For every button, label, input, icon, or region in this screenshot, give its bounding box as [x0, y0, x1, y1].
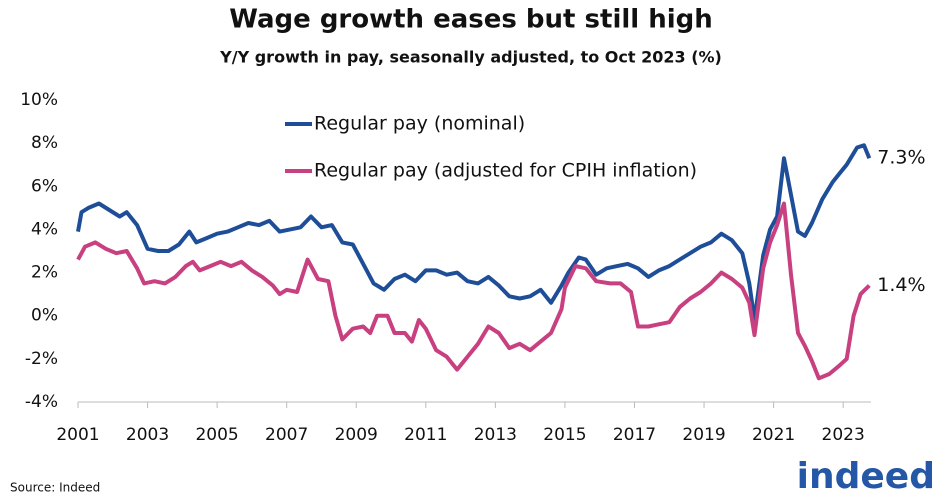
y-tick-label: -2% [25, 349, 58, 369]
x-tick-label: 2023 [822, 425, 865, 445]
x-tick-label: 2005 [195, 425, 238, 445]
x-tick-label: 2013 [474, 425, 517, 445]
y-tick-label: 0% [31, 306, 58, 326]
chart-subtitle: Y/Y growth in pay, seasonally adjusted, … [219, 48, 722, 67]
x-tick-label: 2001 [56, 425, 99, 445]
x-tick-label: 2015 [543, 425, 586, 445]
series-line [76, 143, 872, 322]
logo: indeed [797, 456, 935, 497]
end-label: 7.3% [877, 147, 925, 169]
x-tick-label: 2007 [265, 425, 308, 445]
x-tick-label: 2021 [752, 425, 795, 445]
x-tick-label: 2017 [613, 425, 656, 445]
end-label: 1.4% [877, 274, 925, 296]
legend-label: Regular pay (nominal) [314, 113, 525, 135]
y-tick-label: 6% [31, 176, 58, 196]
x-tick-label: 2009 [335, 425, 378, 445]
x-tick-label: 2003 [126, 425, 169, 445]
y-tick-label: 8% [31, 133, 58, 153]
y-tick-label: 2% [31, 263, 58, 283]
x-tick-label: 2019 [682, 425, 725, 445]
chart-title: Wage growth eases but still high [229, 5, 713, 35]
legend-label: Regular pay (adjusted for CPIH inflation… [314, 160, 697, 182]
series-line [76, 201, 871, 381]
y-tick-label: 10% [20, 90, 58, 110]
y-tick-label: -4% [25, 392, 58, 412]
source: Source: Indeed [10, 481, 100, 495]
x-tick-label: 2011 [404, 425, 447, 445]
y-tick-label: 4% [31, 219, 58, 239]
